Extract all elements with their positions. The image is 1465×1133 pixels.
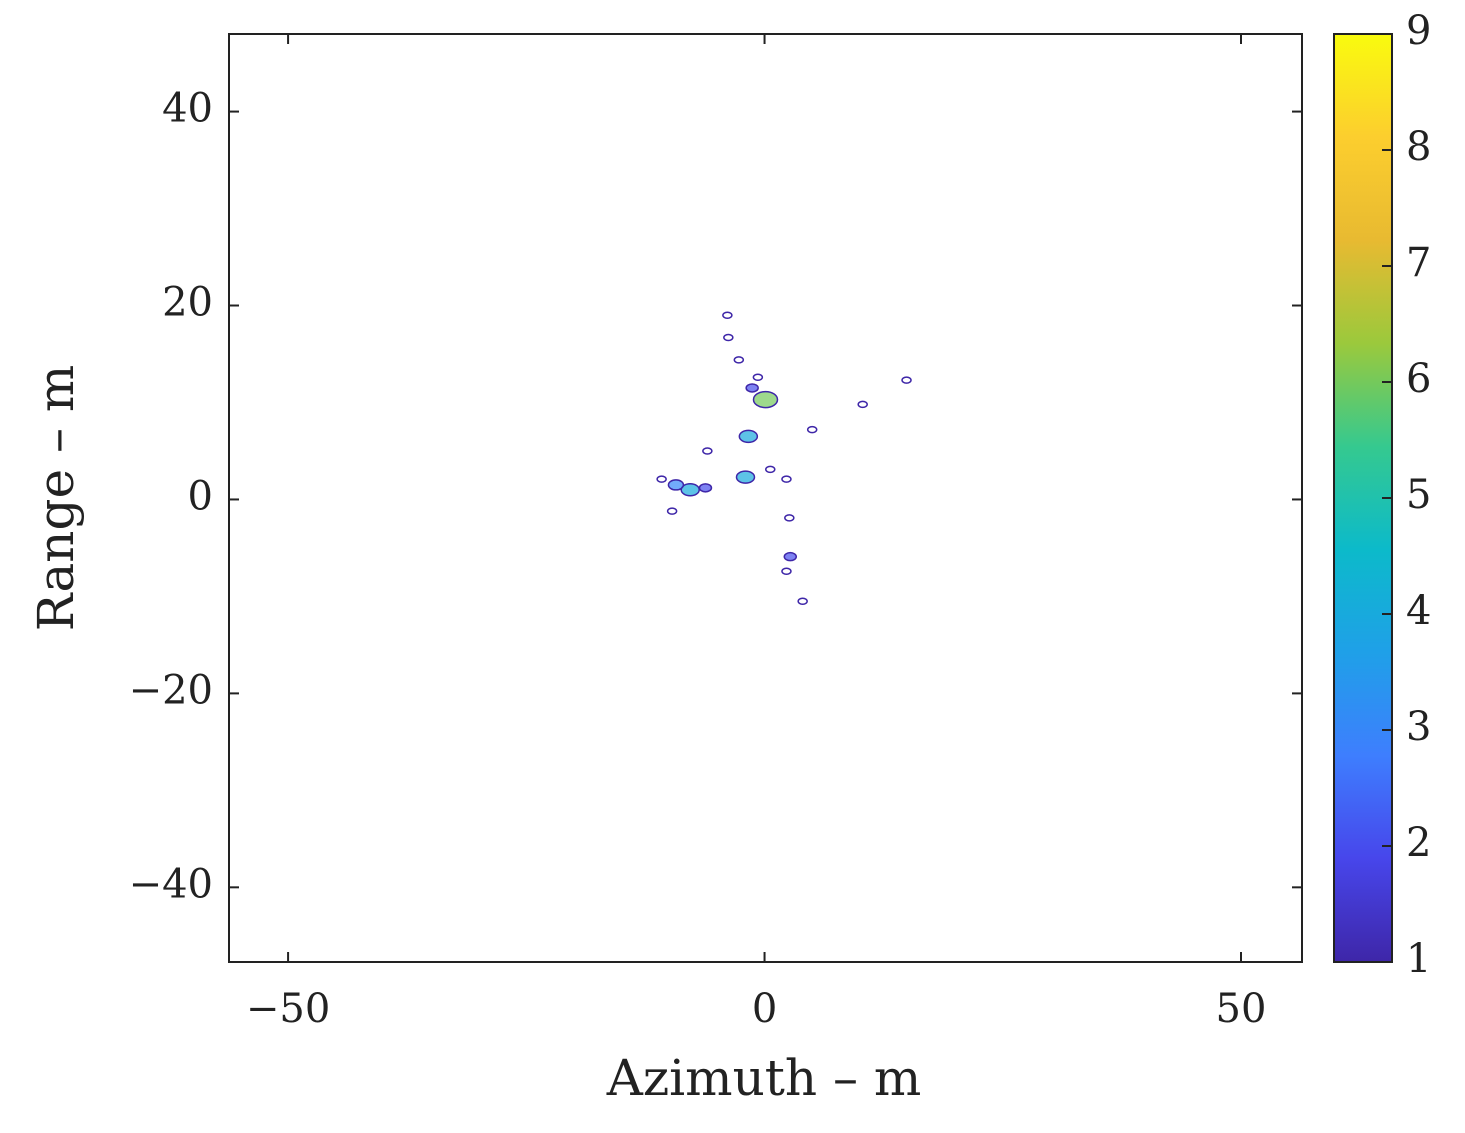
contour-blob bbox=[723, 333, 734, 342]
contour-blob bbox=[680, 483, 700, 497]
colorbar-tick-label: 5 bbox=[1406, 472, 1431, 518]
colorbar-tick-label: 2 bbox=[1406, 820, 1431, 866]
contour-blob bbox=[781, 567, 792, 575]
contour-blob bbox=[698, 483, 713, 493]
x-axis-label: Azimuth – m bbox=[606, 1049, 922, 1107]
contour-blob bbox=[752, 373, 764, 382]
colorbar-tick-label: 3 bbox=[1406, 704, 1431, 750]
colorbar-tick-label: 7 bbox=[1406, 240, 1431, 286]
x-tick-label: 0 bbox=[752, 986, 777, 1032]
y-tick-label: 20 bbox=[162, 280, 213, 326]
contour-blob bbox=[745, 383, 759, 393]
y-tick-label: 40 bbox=[162, 86, 213, 132]
contour-blob bbox=[667, 479, 685, 491]
y-tick-label: −40 bbox=[129, 861, 213, 907]
colorbar-tick-label: 1 bbox=[1406, 936, 1431, 982]
contour-blob bbox=[702, 447, 713, 455]
y-tick-label: −20 bbox=[129, 667, 213, 713]
contour-blob bbox=[738, 429, 759, 444]
contour-blob bbox=[857, 400, 868, 409]
y-axis-label: Range – m bbox=[27, 365, 85, 632]
y-tick-label: 0 bbox=[188, 473, 213, 519]
contour-blob bbox=[733, 356, 745, 364]
contour-blob bbox=[735, 470, 756, 484]
contour-blob bbox=[722, 311, 733, 319]
contour-blob bbox=[765, 465, 776, 474]
x-tick-label: −50 bbox=[246, 986, 330, 1032]
contour-blob bbox=[656, 475, 667, 483]
colorbar-tick-label: 9 bbox=[1406, 8, 1431, 54]
contour-blob bbox=[806, 425, 818, 434]
plot-frame bbox=[228, 33, 1303, 963]
contour-blob bbox=[797, 597, 808, 606]
contour-blob bbox=[783, 551, 798, 562]
colorbar-tick-label: 4 bbox=[1406, 588, 1431, 634]
contour-blob bbox=[901, 376, 912, 384]
contour-blob bbox=[784, 514, 795, 522]
contour-blob bbox=[752, 390, 779, 409]
contour-blob bbox=[666, 507, 678, 515]
colorbar-tick-label: 8 bbox=[1406, 124, 1431, 170]
x-tick-label: 50 bbox=[1216, 986, 1267, 1032]
contour-blob bbox=[781, 475, 792, 483]
colorbar-tick-label: 6 bbox=[1406, 356, 1431, 402]
